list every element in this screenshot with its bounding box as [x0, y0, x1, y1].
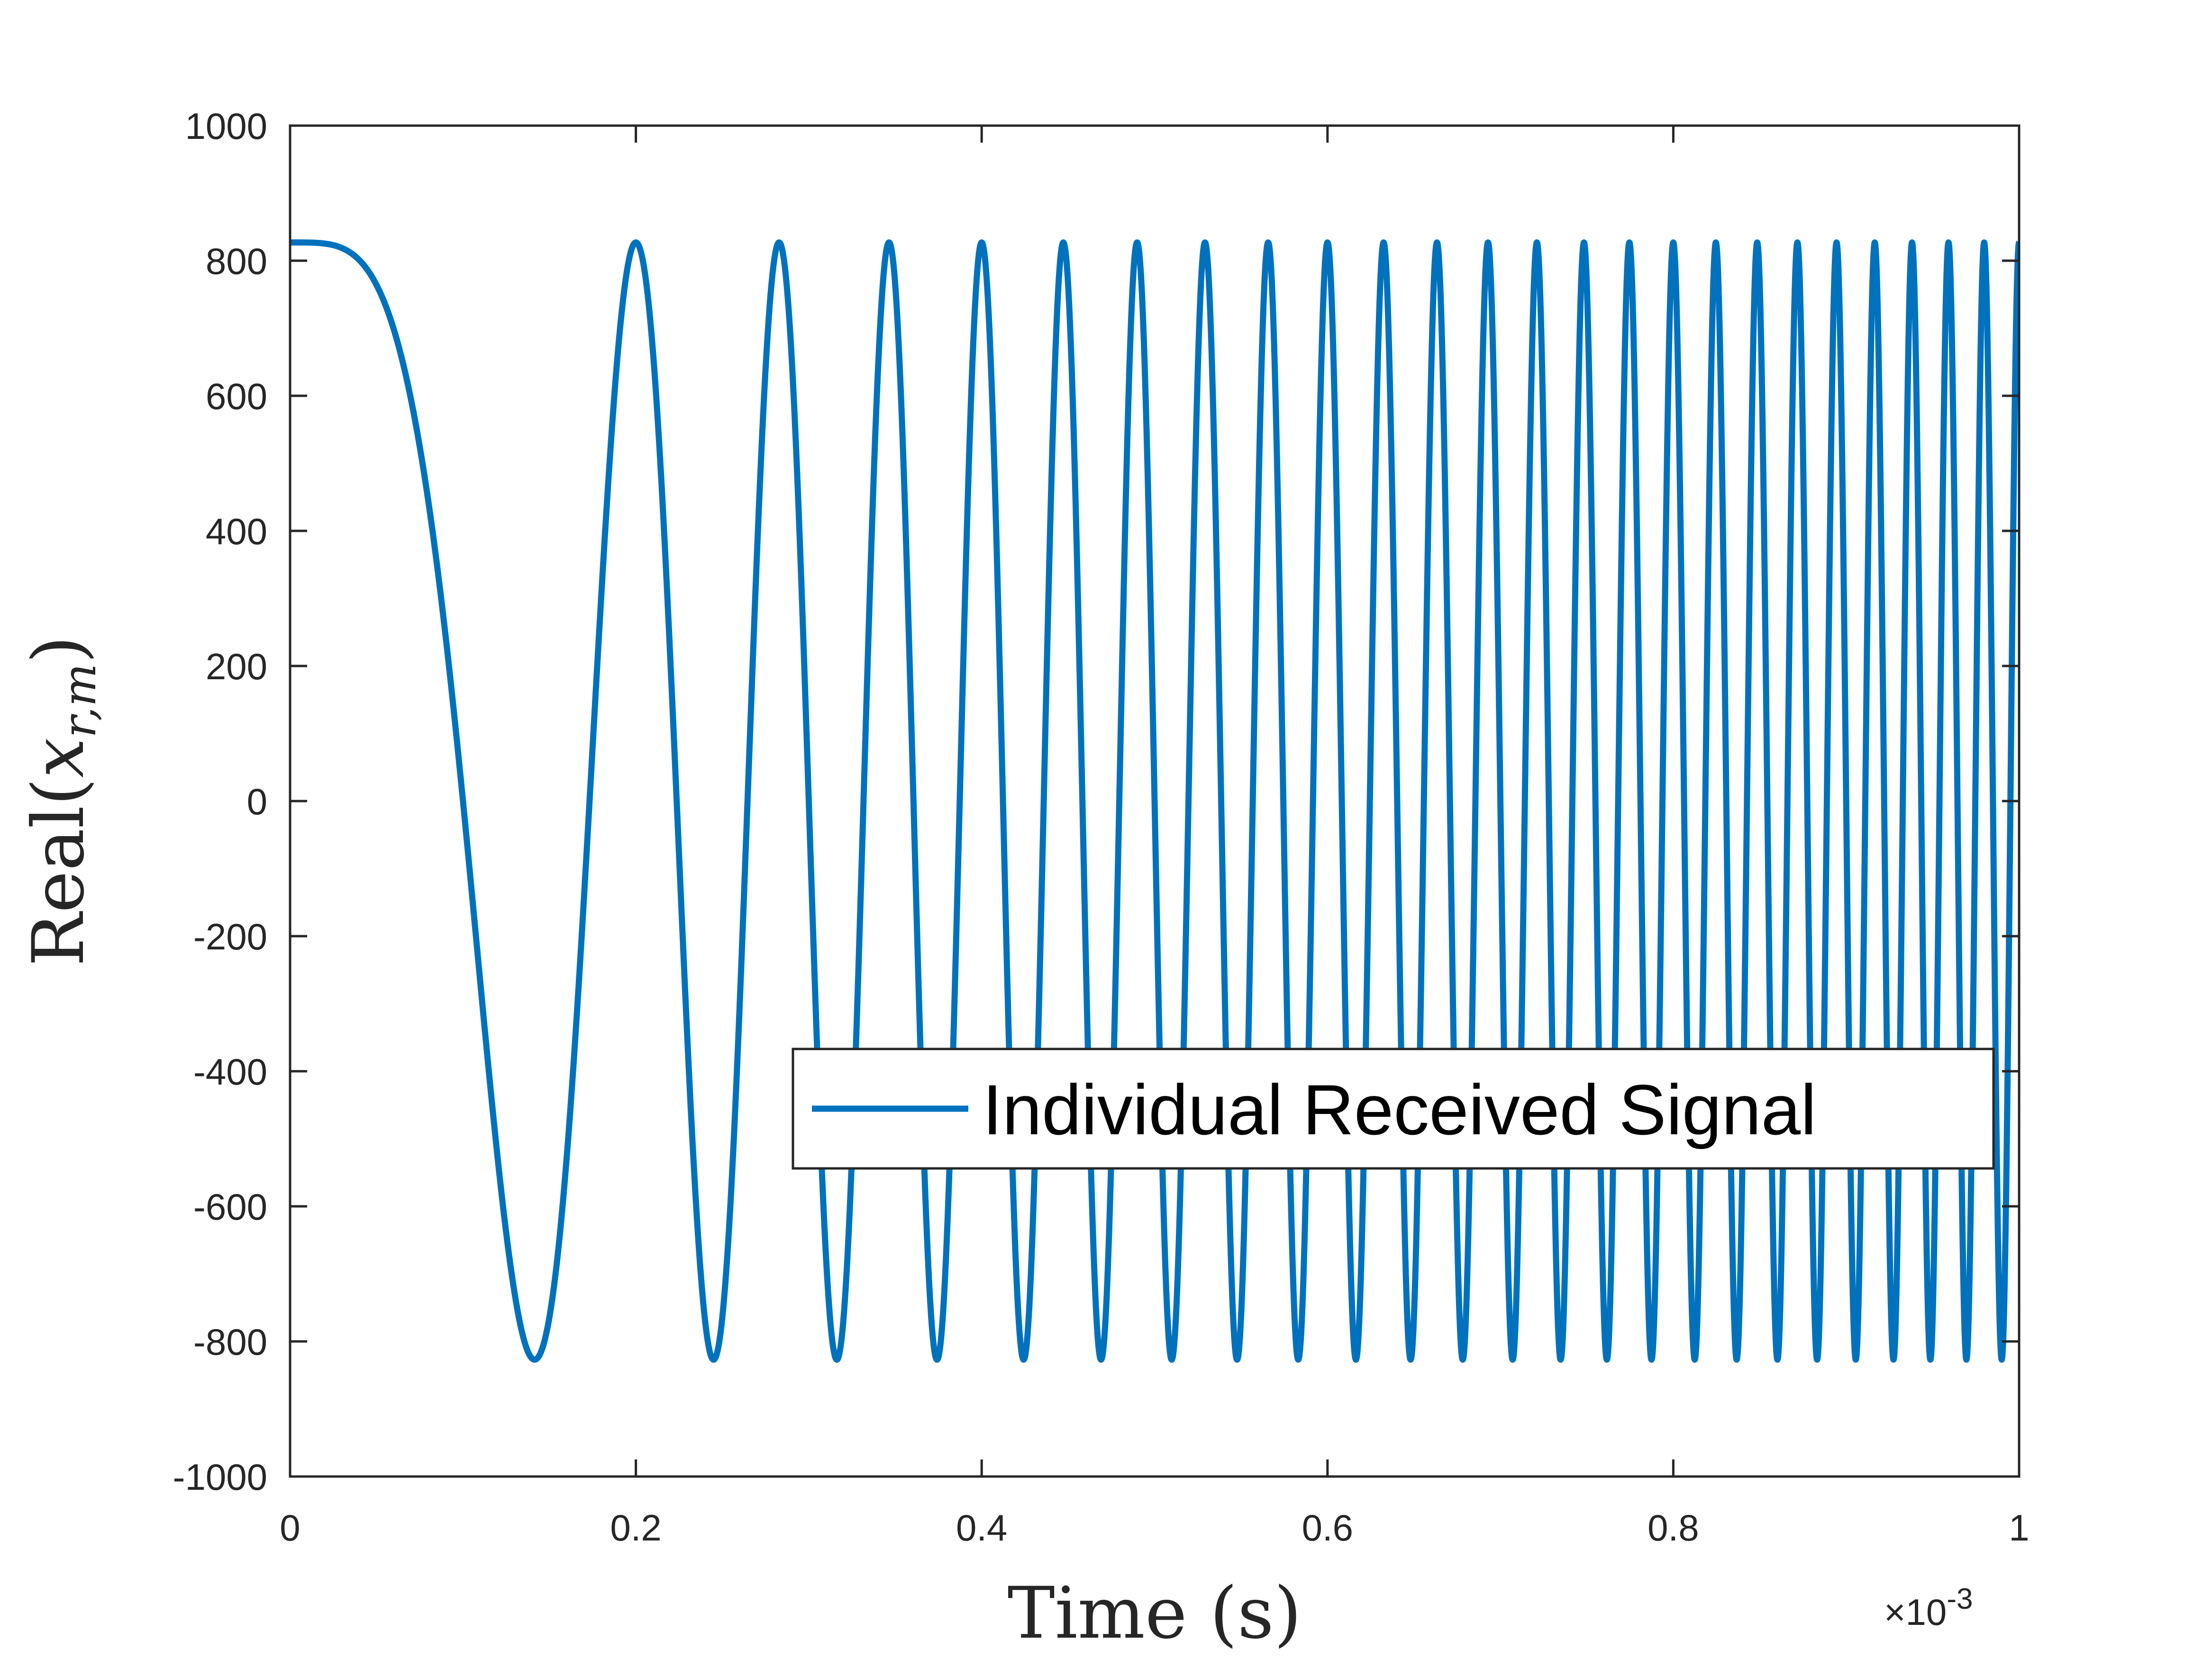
x-tick-label-5: 1 [2009, 1507, 2029, 1549]
y-tick-label-1: 800 [206, 240, 267, 282]
x-tick-label-3: 0.6 [1302, 1507, 1353, 1549]
legend-label: Individual Received Signal [983, 1070, 1816, 1149]
x-axis-exponent: ×10-3 [1884, 1583, 1973, 1633]
y-tick-label-6: -200 [193, 916, 267, 957]
y-tick-label-9: -800 [193, 1321, 267, 1363]
x-axis-exponent-power: -3 [1947, 1583, 1973, 1615]
y-axis-title: Real(xr,m) [18, 636, 106, 966]
y-axis-title-suffix: ) [18, 636, 100, 664]
legend: Individual Received Signal [793, 1049, 1994, 1168]
y-tick-label-5: 0 [247, 781, 267, 822]
y-axis-title-prefix: Real( [18, 778, 100, 966]
y-axis-title-subscript: r,m [53, 664, 106, 738]
x-axis-title: Time (s) [1008, 1572, 1302, 1655]
x-tick-label-1: 0.2 [610, 1507, 661, 1549]
y-tick-label-2: 600 [206, 375, 267, 417]
y-tick-label-8: -600 [193, 1186, 267, 1228]
y-tick-label-10: -1000 [173, 1456, 268, 1498]
y-tick-label-4: 200 [206, 646, 267, 687]
y-tick-label-0: 1000 [185, 105, 267, 147]
x-tick-label-4: 0.8 [1648, 1507, 1699, 1549]
y-tick-label-3: 400 [206, 510, 267, 552]
x-axis-exponent-base: ×10 [1884, 1591, 1947, 1633]
x-tick-label-0: 0 [280, 1507, 300, 1549]
y-axis-title-symbol: x [18, 738, 100, 778]
x-tick-label-2: 0.4 [956, 1507, 1007, 1549]
y-tick-label-7: -400 [193, 1051, 267, 1093]
